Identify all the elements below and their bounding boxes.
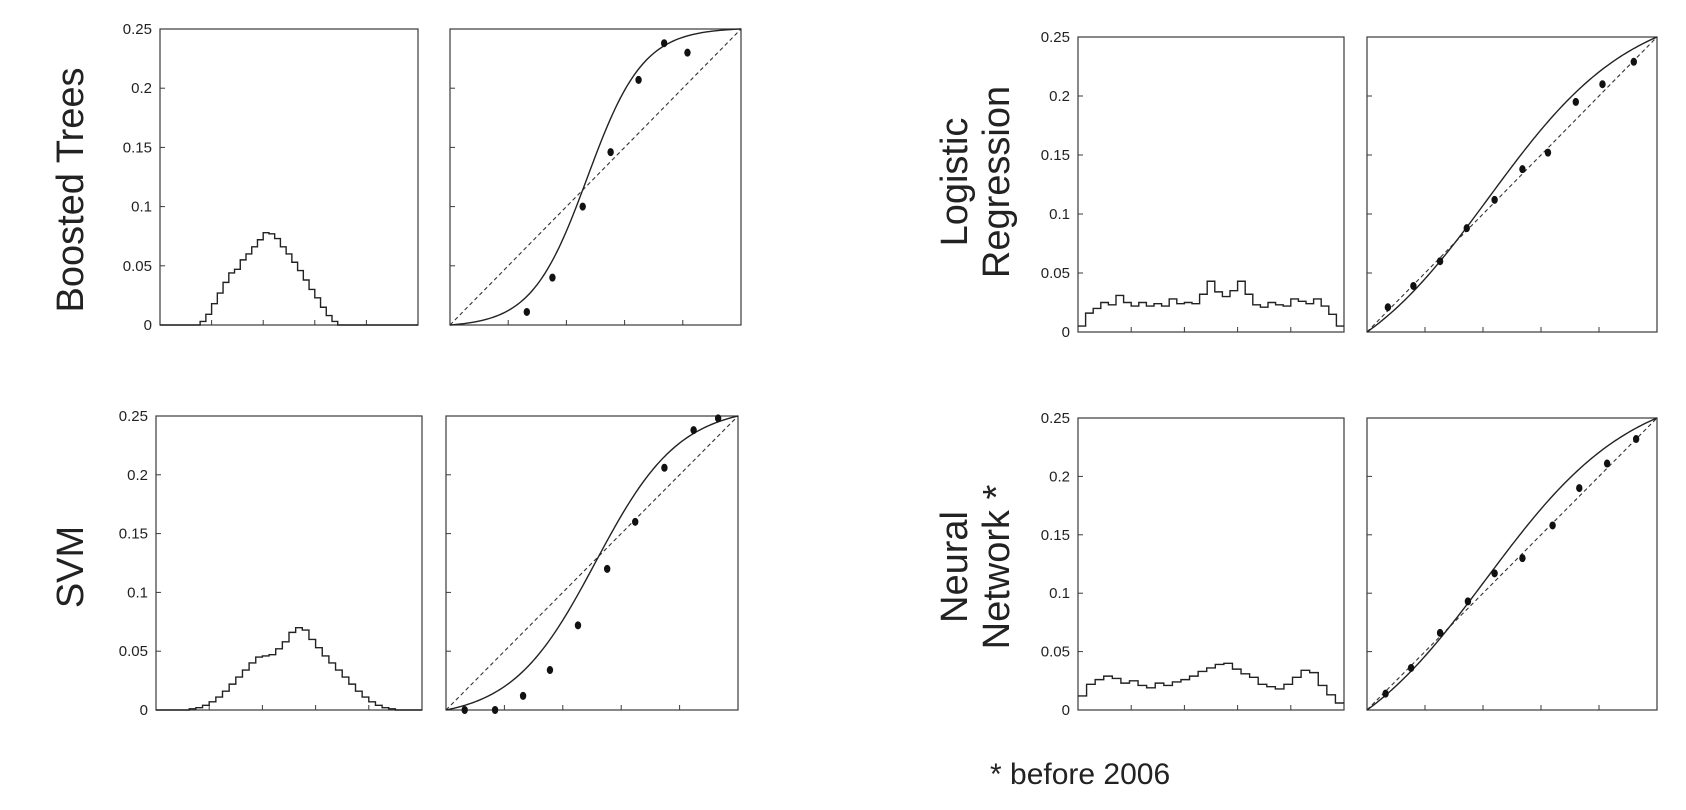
model-4-histogram-histogram-steps [1078,662,1344,704]
model-3-reliability-data-point [1544,148,1552,157]
model-4-histogram-ytick-label: 0.15 [1041,527,1070,544]
model-4-reliability-data-point [1491,569,1498,578]
model-1-histogram-ytick-label: 0.2 [131,80,152,97]
model-2-histogram-histogram-steps [156,626,422,711]
model-3-reliability-diagonal [1366,36,1658,333]
model-2-model-label-line: SVM [50,526,92,608]
model-3-histogram-ytick-label: 0.2 [1049,88,1070,105]
model-2-reliability-data-point [603,564,611,573]
model-1-reliability-fitted-curve [449,28,742,326]
model-1-model-label: Boosted Trees [50,67,92,312]
model-4-model-label: Neural Network * [934,484,1018,649]
model-3-histogram-frame [1077,36,1345,333]
model-2-histogram-ytick-label: 0.05 [119,643,148,660]
model-2-reliability-data-point [714,414,722,423]
model-2-histogram-ytick-label: 0.2 [127,467,148,484]
model-3-model-label-line: Regression [976,86,1018,278]
model-2-reliability-fitted-curve [445,415,739,711]
model-4-histogram-ytick-label: 0.25 [1041,410,1070,427]
model-1-reliability-data-point [660,39,668,48]
model-2-histogram-ytick-label: 0.1 [127,584,148,601]
model-3-histogram-ytick-label: 0.1 [1049,206,1070,223]
model-2-histogram-ytick-label: 0 [140,702,148,719]
model-1-histogram-frame [159,28,419,326]
model-3-reliability-frame [1366,36,1658,333]
model-4-reliability-data-point [1382,689,1389,698]
model-2-histogram-ytick-label: 0.25 [119,408,148,425]
model-3-histogram-ytick-label: 0.25 [1041,29,1070,46]
model-2-reliability-data-point [661,463,668,472]
footnote: * before 2006 [990,758,1171,791]
model-3-reliability-data-point [1410,281,1417,290]
model-1-histogram-ytick-label: 0.25 [123,21,152,38]
model-4-histogram-ytick-label: 0.05 [1041,644,1070,661]
model-3-reliability-data-point [1384,303,1392,312]
model-2-model-label: SVM [50,526,92,608]
model-2-reliability-data-point [574,621,582,630]
model-1-reliability-data-point [607,148,614,157]
model-3-model-label-line: Logistic [934,118,976,247]
model-3-model-label: Logistic Regression [934,86,1018,278]
model-2-histogram-frame [155,415,423,711]
model-4-reliability-data-point [1407,663,1415,672]
model-4-reliability-data-point [1519,554,1526,563]
model-2-reliability-data-point [461,706,468,714]
model-4-reliability-fitted-curve [1366,417,1658,711]
model-3-reliability-data-point [1572,97,1580,106]
model-4-reliability-frame [1366,417,1658,711]
model-2-reliability-frame [445,415,739,711]
plot-layer: Boosted Trees 0 0.05 0.1 0.15 0.2 0.25 SVM 0 0.05… [50,21,1658,719]
model-1-reliability-diagonal [449,28,742,326]
model-2-reliability-data-point [546,666,554,675]
model-1-reliability-data-point [549,273,556,282]
model-1-histogram-ytick-label: 0.15 [123,139,152,156]
model-4-reliability-data-point [1632,435,1640,444]
model-3-reliability-data-point [1436,257,1444,266]
model-4-reliability-data-point [1549,521,1556,530]
model-2-reliability-data-point [690,426,697,435]
model-4-histogram-ytick-label: 0.1 [1049,585,1070,602]
model-1-histogram-ytick-label: 0.1 [131,199,152,216]
model-4-histogram-frame [1077,417,1345,711]
model-2-reliability-data-point [632,517,639,526]
model-1-histogram-ytick-label: 0.05 [123,258,152,275]
model-3-histogram-ytick-label: 0.05 [1041,265,1070,282]
model-4-histogram-ytick-label: 0 [1062,702,1070,719]
model-1-reliability-data-point [579,202,586,211]
model-1-reliability-data-point [684,48,691,57]
model-1-model-label-line: Boosted Trees [50,67,92,312]
model-2-reliability-diagonal [445,415,739,711]
model-3-reliability-data-point [1519,165,1526,174]
model-3-histogram-ytick-label: 0 [1062,324,1070,341]
model-3-reliability-data-point [1630,57,1638,66]
model-4-reliability-data-point [1464,597,1472,606]
model-1-histogram-histogram-steps [160,231,418,326]
model-2-reliability-data-point [519,691,527,700]
model-4-model-label-line: Neural [934,511,976,623]
model-3-reliability-data-point [1491,195,1498,204]
model-4-reliability-data-point [1603,459,1611,468]
model-4-reliability-data-point [1436,628,1444,637]
model-2-reliability-data-point [491,706,499,714]
model-3-histogram-histogram-steps [1078,280,1344,327]
model-4-model-label-line: Network * [976,484,1018,649]
model-1-histogram-ytick-label: 0 [144,317,152,334]
model-2-histogram-ytick-label: 0.15 [119,526,148,543]
model-3-histogram-ytick-label: 0.15 [1041,147,1070,164]
model-4-reliability-diagonal [1366,417,1658,711]
model-1-reliability-data-point [635,75,642,84]
model-1-reliability-frame [449,28,742,326]
model-3-reliability-fitted-curve [1366,36,1658,333]
model-1-reliability-data-point [523,307,531,316]
model-3-reliability-data-point [1463,224,1470,233]
model-4-histogram-ytick-label: 0.2 [1049,468,1070,485]
model-4-reliability-data-point [1576,484,1583,493]
model-3-reliability-data-point [1599,80,1606,89]
